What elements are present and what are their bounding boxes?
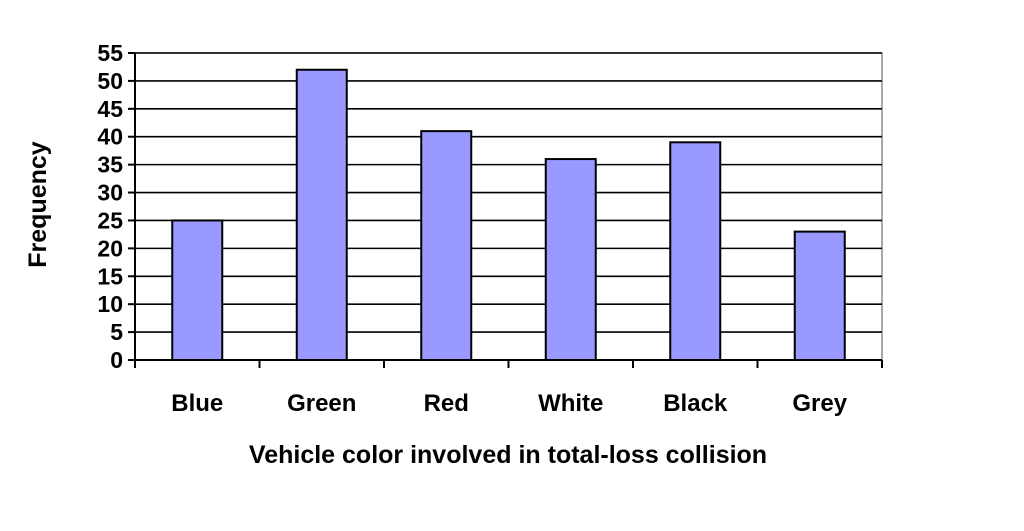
bar-green <box>295 68 348 361</box>
y-tick-label: 55 <box>97 40 123 66</box>
x-tick-label: Red <box>424 390 469 417</box>
x-tick-label: Green <box>287 390 356 417</box>
bar-black <box>669 141 722 361</box>
axes <box>128 52 883 368</box>
y-tick-label: 40 <box>97 124 123 150</box>
bar-blue <box>171 219 224 361</box>
y-tick-label: 50 <box>97 68 123 94</box>
y-tick-label: 15 <box>97 263 123 289</box>
y-tick-label: 25 <box>97 207 123 233</box>
bar-white <box>544 158 597 361</box>
bar-red <box>420 130 473 361</box>
y-axis-title: Frequency <box>24 141 52 268</box>
x-axis-title: Vehicle color involved in total-loss col… <box>249 441 767 469</box>
x-tick-label: White <box>538 390 603 417</box>
y-tick-label: 20 <box>97 235 123 261</box>
bars <box>171 68 846 361</box>
bar-grey <box>793 230 846 361</box>
y-tick-label: 10 <box>97 291 123 317</box>
y-tick-label: 45 <box>97 96 123 122</box>
y-tick-label: 0 <box>110 347 123 373</box>
y-tick-label: 30 <box>97 180 123 206</box>
gridlines <box>134 52 883 361</box>
y-tick-label: 35 <box>97 152 123 178</box>
x-tick-label: Black <box>663 390 728 417</box>
y-tick-label: 5 <box>110 319 123 345</box>
x-tick-label: Blue <box>171 390 223 417</box>
x-tick-label: Grey <box>792 390 847 417</box>
